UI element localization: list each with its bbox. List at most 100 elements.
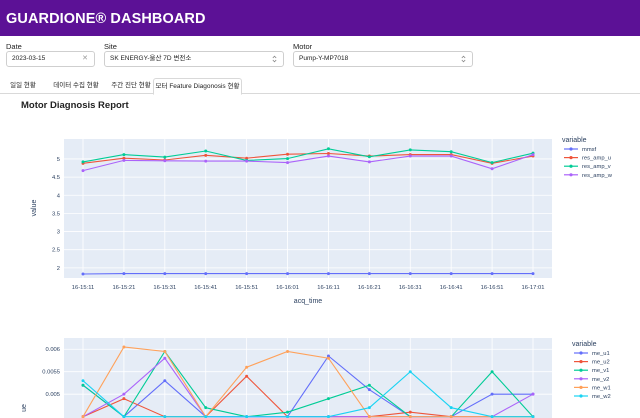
legend-label: res_amp_w [582, 173, 613, 179]
legend-marker [579, 369, 582, 372]
data-point [327, 147, 330, 150]
app-title: GUARDIONE® DASHBOARD [6, 11, 206, 27]
y-tick-label: 3.5 [52, 211, 60, 217]
legend-item-me_v2: me_v2 [574, 377, 609, 383]
y-axis-title: value [31, 200, 38, 217]
data-point [532, 272, 535, 275]
legend-item-res_amp_v: res_amp_v [564, 164, 611, 170]
legend-item-me_u1: me_u1 [574, 351, 610, 357]
legend-item-res_amp_u: res_amp_u [564, 156, 611, 162]
me-line-chart: 0.005 0.0055 0.006 ue variable me_u1 me_u2 me_v… [0, 338, 640, 418]
legend-label: me_v2 [592, 377, 609, 383]
data-point [368, 160, 371, 163]
data-point [450, 272, 453, 275]
data-point [409, 148, 412, 151]
data-point [327, 357, 330, 360]
date-value: 2023-03-15 [12, 55, 45, 62]
site-value: SK ENERGY-울산 7D 변전소 [110, 55, 191, 62]
legend-label: res_amp_v [582, 164, 611, 170]
legend-marker [579, 360, 582, 363]
tab-data-collection[interactable]: 데이터 수집 현황 [45, 78, 107, 94]
site-select[interactable]: SK ENERGY-울산 7D 변전소 [104, 51, 284, 67]
legend-label: me_w2 [592, 394, 611, 400]
x-tick-label: 16-16:01 [276, 285, 299, 291]
data-point [163, 156, 166, 159]
y-tick-label: 4.5 [52, 175, 60, 181]
motor-label: Motor [293, 42, 312, 51]
site-label: Site [104, 42, 117, 51]
data-point [409, 272, 412, 275]
app-header: GUARDIONE® DASHBOARD [0, 0, 640, 36]
data-point [491, 370, 494, 373]
y-tick-label: 2.5 [52, 248, 60, 254]
legend-marker [579, 377, 582, 380]
y-axis-title: ue [21, 404, 28, 412]
data-point [409, 411, 412, 414]
legend-item-me_w1: me_w1 [574, 385, 611, 391]
data-point [82, 273, 85, 276]
data-point [245, 375, 248, 378]
data-point [491, 393, 494, 396]
data-point [532, 393, 535, 396]
motor-select[interactable]: Pump-Y-MP7018 [293, 51, 473, 67]
y-tick-label: 0.005 [45, 392, 60, 398]
data-point [163, 272, 166, 275]
data-point [122, 159, 125, 162]
chevron-updown-icon [272, 55, 277, 63]
tab-daily-status[interactable]: 일일 현황 [6, 78, 40, 94]
data-point [327, 155, 330, 158]
y-tick-label: 0.006 [45, 347, 60, 353]
legend-item-mmsf: mmsf [564, 147, 597, 153]
x-tick-label: 16-15:11 [72, 285, 94, 291]
data-point [450, 406, 453, 409]
legend-label: me_v1 [592, 368, 609, 374]
data-point [368, 384, 371, 387]
legend-item-me_u2: me_u2 [574, 360, 610, 366]
data-point [368, 406, 371, 409]
data-point [450, 150, 453, 153]
data-point [82, 169, 85, 172]
legend-item-res_amp_w: res_amp_w [564, 173, 613, 179]
data-point [245, 272, 248, 275]
legend-marker [579, 351, 582, 354]
x-tick-label: 16-15:31 [153, 285, 176, 291]
data-point [82, 379, 85, 382]
data-point [491, 161, 494, 164]
legend-marker [569, 173, 572, 176]
data-point [204, 149, 207, 152]
data-point [122, 397, 125, 400]
date-picker[interactable]: 2023-03-15 ✕ [6, 51, 95, 67]
data-point [82, 160, 85, 163]
data-point [245, 366, 248, 369]
tab-weekly-diagnosis[interactable]: 주간 진단 현황 [111, 78, 151, 94]
data-point [204, 154, 207, 157]
data-point [368, 155, 371, 158]
data-point [204, 160, 207, 163]
data-point [491, 272, 494, 275]
motor-value: Pump-Y-MP7018 [299, 55, 348, 62]
data-point [286, 272, 289, 275]
data-point [450, 155, 453, 158]
x-tick-label: 16-16:31 [399, 285, 422, 291]
data-point [286, 161, 289, 164]
chevron-updown-icon [461, 55, 466, 63]
y-tick-label: 0.0055 [42, 370, 60, 376]
legend-title: variable [572, 341, 597, 348]
data-point [163, 379, 166, 382]
data-point [368, 388, 371, 391]
x-tick-label: 16-16:51 [481, 285, 504, 291]
legend-label: res_amp_u [582, 156, 611, 162]
legend-item-me_v1: me_v1 [574, 368, 609, 374]
tab-motor-feature-diagnosis[interactable]: 모터 Feature Diagonosis 현황 [153, 78, 242, 95]
legend-item-me_w2: me_w2 [574, 394, 611, 400]
x-axis-title: acq_time [294, 298, 323, 305]
data-point [82, 384, 85, 387]
data-point [327, 272, 330, 275]
x-tick-label: 16-16:41 [440, 285, 463, 291]
clear-date-icon[interactable]: ✕ [82, 52, 88, 66]
legend-label: me_u2 [592, 360, 610, 366]
data-point [122, 153, 125, 156]
legend-marker [569, 147, 572, 150]
data-point [327, 397, 330, 400]
